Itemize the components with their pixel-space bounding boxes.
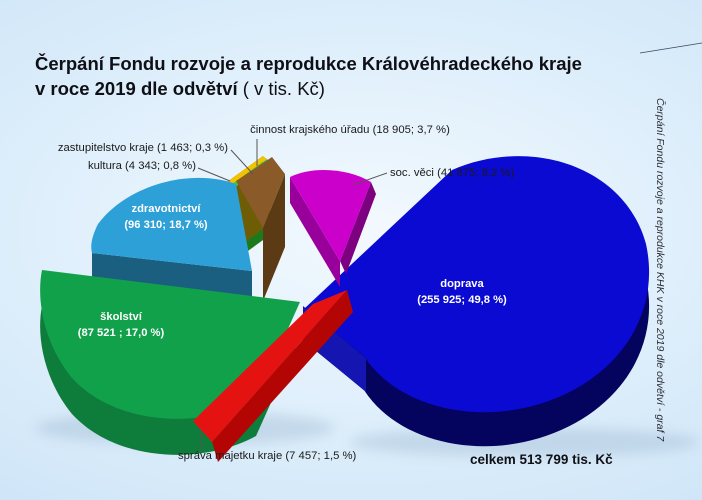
callout-socveci: soc. věci (41 875; 8,2 %) (390, 167, 515, 179)
label-skolstvi-line2: (87 521 ; 17,0 %) (78, 327, 165, 339)
label-doprava-line1: doprava (440, 278, 484, 290)
corner-line (639, 42, 702, 54)
title-line2-rest: ( v tis. Kč) (237, 77, 325, 99)
callout-zastupitelstvo: zastupitelstvo kraje (1 463; 0,3 %) (58, 142, 228, 154)
slice-sprava-top (193, 290, 347, 442)
slice-socveci-top (290, 169, 371, 261)
slice-zdravotnictvi-top (91, 177, 252, 271)
callout-kultura: kultura (4 343; 0,8 %) (88, 160, 196, 172)
slice-sprava-side (212, 290, 353, 462)
label-skolstvi-line1: školství (100, 311, 143, 323)
page-title: Čerpání Fondu rozvoje a reprodukce Králo… (35, 52, 650, 102)
leader-line-zastupitelstvo (230, 149, 254, 175)
leader-line-socveci (352, 172, 388, 186)
total-label: celkem 513 799 tis. Kč (470, 452, 613, 467)
label-zdravotnictvi-line2: (96 310; 18,7 %) (124, 219, 208, 231)
callout-cinnost: činnost krajského úřadu (18 905; 3,7 %) (250, 124, 450, 136)
slice-doprava-top (305, 156, 650, 413)
label-zdravotnictvi-line1: zdravotnictví (131, 203, 201, 215)
slice-cinnost-top (236, 157, 285, 228)
label-doprava-line2: (255 925; 49,8 %) (417, 294, 507, 306)
title-line2-bold: v roce 2019 dle odvětví (35, 77, 238, 99)
side-note: Čerpání Fondu rozvoje a reprodukce KHK v… (654, 98, 666, 442)
slice-socveci-apex-face (340, 182, 376, 274)
leader-line-kultura (197, 167, 231, 182)
slice-cinnost-side (263, 174, 285, 301)
slice-socveci-left-face (290, 177, 340, 287)
title-line1: Čerpání Fondu rozvoje a reprodukce Králo… (35, 53, 582, 74)
callout-sprava: správa majetku kraje (7 457; 1,5 %) (178, 450, 357, 462)
